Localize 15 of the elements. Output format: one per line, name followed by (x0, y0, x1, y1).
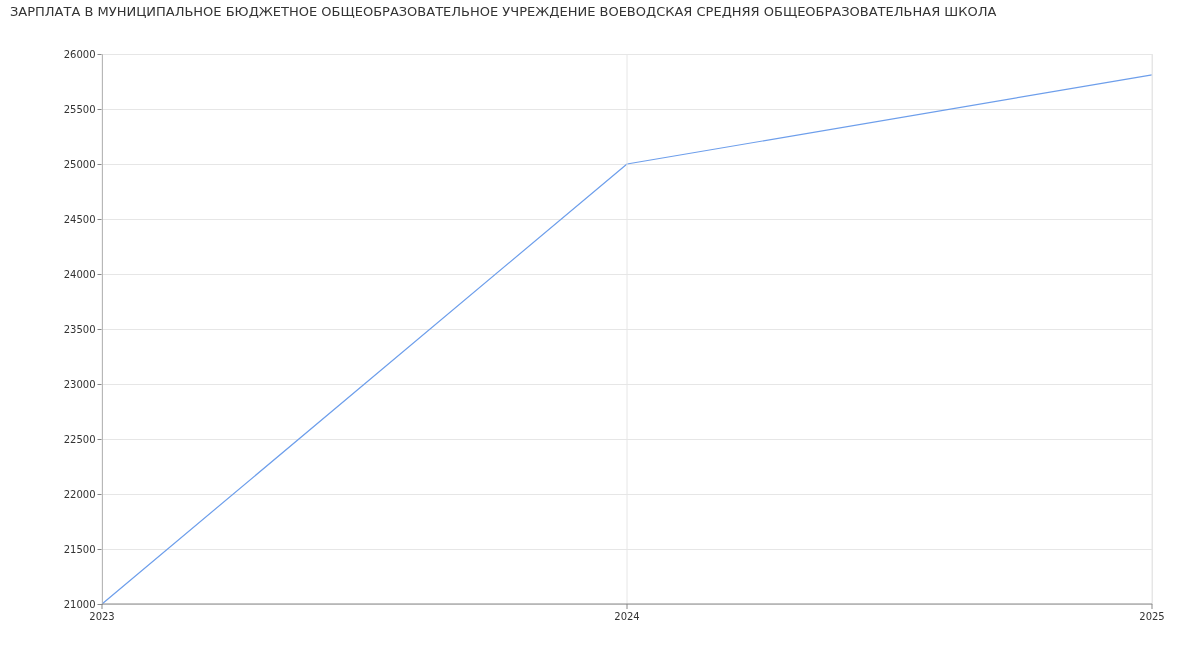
y-tick-label: 25500 (63, 103, 96, 115)
chart-title: ЗАРПЛАТА В МУНИЦИПАЛЬНОЕ БЮДЖЕТНОЕ ОБЩЕОБРАЗОВАТЕЛЬНОЕ УЧРЕЖДЕНИЕ ВОЕВОДСКАЯ СРЕДНЯЯ ОБЩЕОБРАЗОВАТЕЛЬНАЯ ШКОЛА (10, 4, 997, 19)
y-tick-label: 26000 (63, 48, 96, 60)
y-tick-label: 23000 (63, 378, 96, 390)
y-tick-label: 25000 (63, 158, 96, 170)
y-tick-label: 21500 (63, 543, 96, 555)
x-tick-label: 2024 (614, 611, 640, 622)
y-tick-label: 24500 (63, 213, 96, 225)
y-tick-label: 23500 (63, 323, 96, 335)
y-tick-label: 22000 (63, 488, 96, 500)
y-tick-label: 21000 (63, 598, 96, 610)
x-tick-label: 2023 (89, 611, 115, 622)
y-tick-label: 24000 (63, 268, 96, 280)
x-tick-label: 2025 (1139, 611, 1165, 622)
y-tick-label: 22500 (63, 433, 96, 445)
